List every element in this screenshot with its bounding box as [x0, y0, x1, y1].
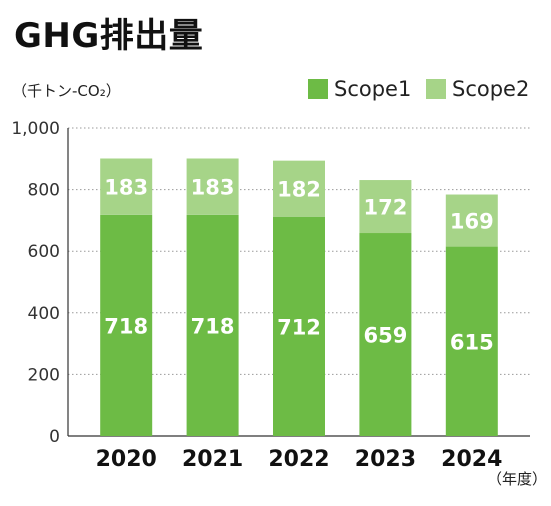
y-tick-label: 400 [28, 304, 60, 324]
bar-scope2-2022 [273, 160, 325, 217]
data-label-scope2-2024: 169 [450, 210, 494, 234]
data-label-scope2-2021: 183 [191, 176, 235, 200]
data-label-scope2-2023: 172 [363, 196, 407, 220]
x-tick-label: 2024 [441, 447, 502, 472]
bar-scope2-2021 [186, 158, 239, 215]
legend-label-scope1: Scope1 [334, 77, 412, 101]
data-label-scope1-2020: 718 [104, 314, 148, 338]
y-tick-label: 200 [28, 365, 60, 385]
bar-scope1-2022 [273, 216, 325, 436]
y-tick-label: 0 [49, 427, 60, 447]
legend-swatch-scope2 [426, 79, 446, 99]
legend-item-scope1: Scope1 [308, 77, 411, 101]
bar-scope1-2024 [445, 246, 498, 436]
data-label-scope2-2020: 183 [104, 176, 148, 200]
bar-scope1-2020 [100, 214, 153, 436]
y-tick-label: 1,000 [11, 119, 60, 139]
legend-item-scope2: Scope2 [426, 77, 529, 101]
x-axis-unit-label: （年度） [487, 470, 548, 488]
bar-scope1-2021 [186, 214, 239, 436]
chart-title: GHG排出量 [14, 16, 204, 56]
legend-swatch-scope1 [308, 79, 328, 99]
data-label-scope2-2022: 182 [277, 178, 321, 202]
y-tick-label: 800 [28, 181, 60, 201]
data-label-scope1-2021: 718 [191, 314, 235, 338]
y-axis-unit-label: （千トン-CO₂） [12, 82, 121, 100]
bar-scope1-2023 [359, 233, 412, 436]
data-label-scope1-2023: 659 [363, 324, 407, 348]
x-tick-label: 2021 [182, 447, 243, 472]
bar-scope2-2020 [100, 158, 153, 215]
data-label-scope1-2022: 712 [277, 315, 321, 339]
x-tick-label: 2020 [96, 447, 157, 472]
x-tick-label: 2022 [268, 447, 329, 472]
x-tick-label: 2023 [355, 447, 416, 472]
bar-scope2-2024 [445, 194, 498, 247]
data-label-scope1-2024: 615 [450, 330, 494, 354]
bar-scope2-2023 [359, 180, 412, 234]
legend-label-scope2: Scope2 [452, 77, 530, 101]
y-tick-label: 600 [28, 242, 60, 262]
